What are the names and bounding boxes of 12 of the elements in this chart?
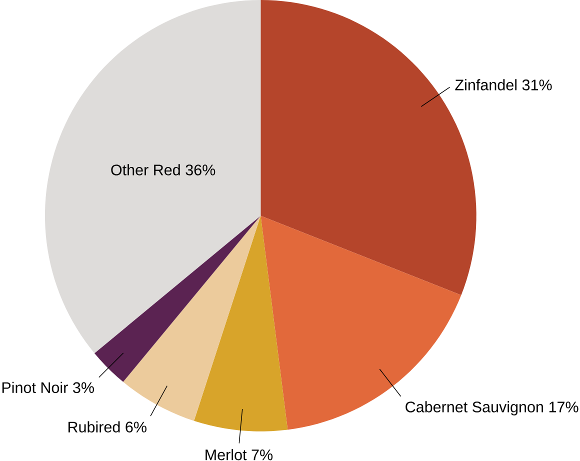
slice-label: Rubired [68, 421, 120, 432]
data-label: 3% [73, 382, 94, 393]
data-label: 7% [252, 449, 273, 460]
data-label: 31% [522, 79, 552, 90]
slice-label: Merlot [206, 448, 247, 460]
data-label: 17% [549, 401, 578, 412]
slice-label: Other Red [111, 164, 180, 176]
data-label: 36% [186, 164, 216, 176]
data-label: 6% [126, 421, 146, 432]
slice-label: Zinfandel [455, 78, 517, 90]
slice-label: Pinot Noir [2, 382, 68, 393]
slice-label: Cabernet Sauvignon [406, 400, 543, 416]
